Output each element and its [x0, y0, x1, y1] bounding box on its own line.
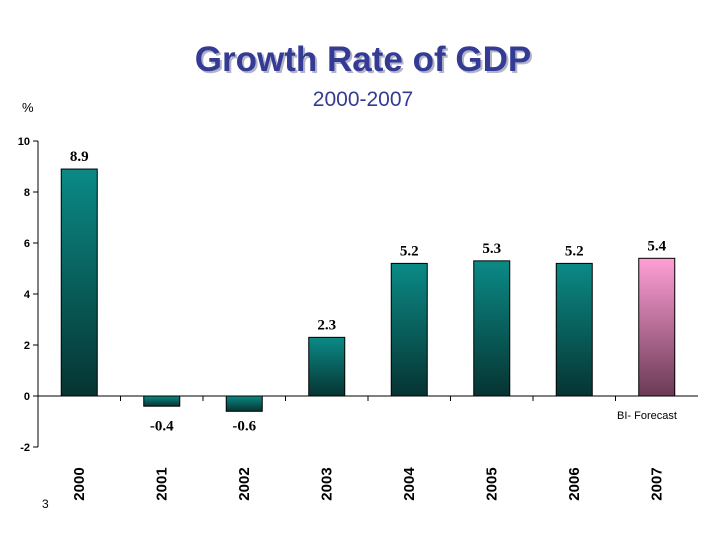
bar — [390, 262, 428, 397]
x-category-label: 2001 — [153, 467, 170, 500]
y-tick-label: 10 — [18, 136, 30, 148]
data-label: 2.3 — [317, 317, 336, 333]
data-label: 5.2 — [400, 243, 419, 259]
data-label: -0.6 — [232, 418, 256, 434]
data-label: 5.2 — [565, 243, 584, 259]
bar — [473, 260, 511, 397]
y-axis-unit-label: % — [22, 100, 34, 115]
y-tick-label: 8 — [24, 187, 30, 199]
bar — [225, 395, 263, 412]
data-label: 5.4 — [647, 238, 666, 254]
y-tick-label: 4 — [24, 289, 31, 301]
bar — [555, 262, 593, 397]
x-category-label: 2007 — [648, 467, 665, 500]
bar — [143, 395, 181, 407]
data-label: -0.4 — [150, 418, 174, 434]
forecast-bar — [638, 257, 676, 397]
y-tick-label: -2 — [20, 442, 30, 454]
page-number: 3 — [42, 497, 49, 511]
data-label: 8.9 — [70, 149, 89, 165]
x-category-label: 2004 — [401, 467, 418, 501]
x-category-label: 2000 — [71, 467, 88, 500]
x-category-label: 2002 — [236, 467, 253, 500]
y-tick-label: 0 — [24, 391, 30, 403]
bar — [60, 168, 98, 397]
forecast-annotation: BI- Forecast — [617, 410, 677, 422]
bar — [308, 336, 346, 397]
data-label: 5.3 — [482, 241, 501, 257]
y-tick-label: 2 — [24, 340, 30, 352]
x-category-label: 2006 — [566, 467, 583, 500]
x-category-label: 2003 — [318, 467, 335, 500]
chart-subtitle: 2000-2007 — [312, 88, 414, 111]
x-category-label: 2005 — [483, 467, 500, 500]
chart-title: Growth Rate of GDP — [194, 40, 532, 79]
y-tick-label: 6 — [24, 238, 30, 250]
